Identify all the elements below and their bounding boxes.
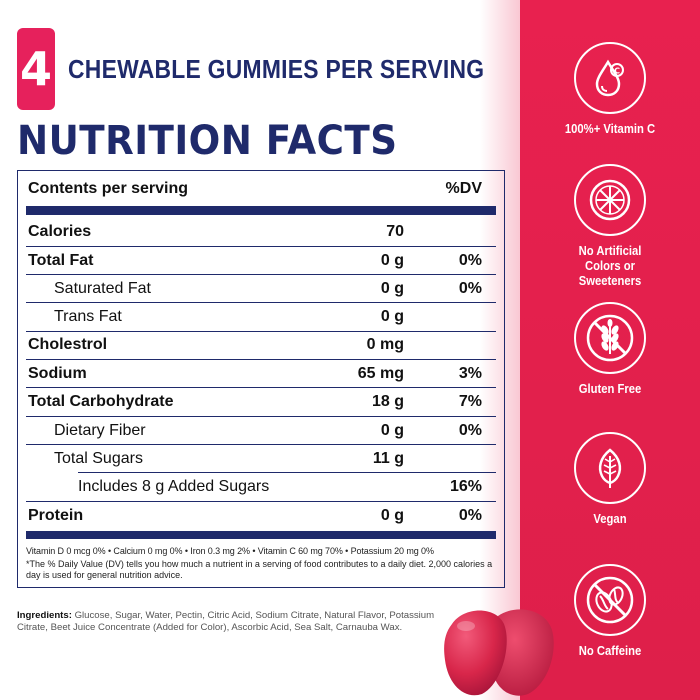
nutrient-dv: 16% — [449, 478, 482, 495]
leaf-icon — [574, 432, 646, 504]
feature-no-artificial: No Artificial Colors or Sweeteners — [555, 164, 665, 289]
nutrient-amount: 0 g — [380, 422, 404, 439]
divider — [26, 274, 496, 275]
table-row: Protein 0 g 0% — [28, 503, 494, 529]
left-panel — [0, 0, 520, 700]
nutrient-name: Total Fat — [28, 252, 94, 269]
dv-header: %DV — [445, 180, 482, 197]
nutrient-dv: 3% — [458, 365, 482, 382]
nutrient-amount: 0 mg — [366, 336, 404, 353]
contents-per-serving-label: Contents per serving — [28, 180, 189, 197]
divider — [26, 246, 496, 247]
feature-vitamin-c: C 100%+ Vitamin C — [555, 42, 665, 137]
divider — [26, 416, 496, 417]
divider — [26, 359, 496, 360]
no-wheat-icon — [574, 302, 646, 374]
feature-label: No Caffeine — [578, 644, 642, 658]
serving-count-badge: 4 — [17, 28, 55, 110]
nutrient-name: Includes 8 g Added Sugars — [78, 478, 270, 495]
serving-header: CHEWABLE GUMMIES PER SERVING — [68, 54, 485, 84]
table-row: Includes 8 g Added Sugars 16% — [28, 474, 494, 500]
nutrient-name: Cholestrol — [28, 336, 108, 353]
divider — [26, 302, 496, 303]
divider — [78, 472, 496, 473]
table-row: Sodium 65 mg 3% — [28, 361, 494, 387]
ingredients-text: Ingredients: Glucose, Sugar, Water, Pect… — [17, 610, 447, 635]
nutrient-dv: 0% — [458, 422, 482, 439]
table-row: Cholestrol 0 mg — [28, 332, 494, 358]
divider — [26, 387, 496, 388]
table-row: Dietary Fiber 0 g 0% — [28, 418, 494, 444]
nutrition-facts-table: Contents per serving %DV Calories 70 Tot… — [17, 170, 505, 588]
nutrient-name: Trans Fat — [54, 308, 122, 325]
table-row: Saturated Fat 0 g 0% — [28, 276, 494, 302]
nutrient-dv: 0% — [458, 280, 482, 297]
ingredients-label: Ingredients: — [17, 610, 72, 621]
nutrient-amount: 11 g — [372, 450, 404, 467]
nutrient-dv: 0% — [458, 507, 482, 524]
citrus-slice-icon — [574, 164, 646, 236]
nutrient-amount: 70 — [386, 223, 404, 240]
table-row: Trans Fat 0 g — [28, 304, 494, 330]
nutrient-amount: 18 g — [371, 393, 404, 410]
page-title: NUTRITION FACTS — [17, 118, 398, 164]
nutrient-name: Sodium — [28, 365, 87, 382]
feature-vegan: Vegan — [555, 432, 665, 527]
nutrient-name: Saturated Fat — [54, 280, 151, 297]
nutrient-name: Dietary Fiber — [54, 422, 146, 439]
nutrient-dv: 7% — [458, 393, 482, 410]
nutrient-name: Protein — [28, 507, 84, 524]
divider — [26, 444, 496, 445]
nutrient-amount: 0 g — [380, 280, 404, 297]
gummies-illustration — [444, 609, 554, 696]
table-row: Total Fat 0 g 0% — [28, 248, 494, 274]
table-header-row: Contents per serving %DV — [28, 176, 494, 202]
dv-footnote: *The % Daily Value (DV) tells you how mu… — [26, 559, 493, 580]
svg-text:C: C — [614, 67, 620, 76]
nutrient-amount: 0 g — [380, 308, 404, 325]
ingredients-list: Glucose, Sugar, Water, Pectin, Citric Ac… — [17, 610, 435, 634]
feature-gluten-free: Gluten Free — [555, 302, 665, 397]
divider — [26, 501, 496, 502]
nutrient-name: Calories — [28, 223, 92, 240]
nutrient-amount: 65 mg — [357, 365, 404, 382]
table-row: Total Sugars 11 g — [28, 446, 494, 472]
vitamin-c-drop-icon: C — [574, 42, 646, 114]
feature-label: Gluten Free — [578, 382, 642, 396]
table-row: Total Carbohydrate 18 g 7% — [28, 389, 494, 415]
vitamins-line: Vitamin D 0 mcg 0% • Calcium 0 mg 0% • I… — [26, 546, 434, 556]
no-coffee-bean-icon — [574, 564, 646, 636]
feature-no-caffeine: No Caffeine — [555, 564, 665, 659]
feature-label: 100%+ Vitamin C — [564, 122, 656, 136]
nutrient-name: Total Carbohydrate — [28, 393, 174, 410]
nutrient-amount: 0 g — [380, 507, 404, 524]
thick-divider — [26, 531, 496, 539]
feature-label: Vegan — [593, 512, 627, 526]
feature-label: No Artificial Colors or Sweeteners — [578, 244, 642, 288]
nutrient-dv: 0% — [458, 252, 482, 269]
divider — [26, 331, 496, 332]
thick-divider — [26, 206, 496, 215]
table-row: Calories 70 — [28, 219, 494, 245]
nutrient-amount: 0 g — [380, 252, 404, 269]
nutrient-name: Total Sugars — [54, 450, 143, 467]
